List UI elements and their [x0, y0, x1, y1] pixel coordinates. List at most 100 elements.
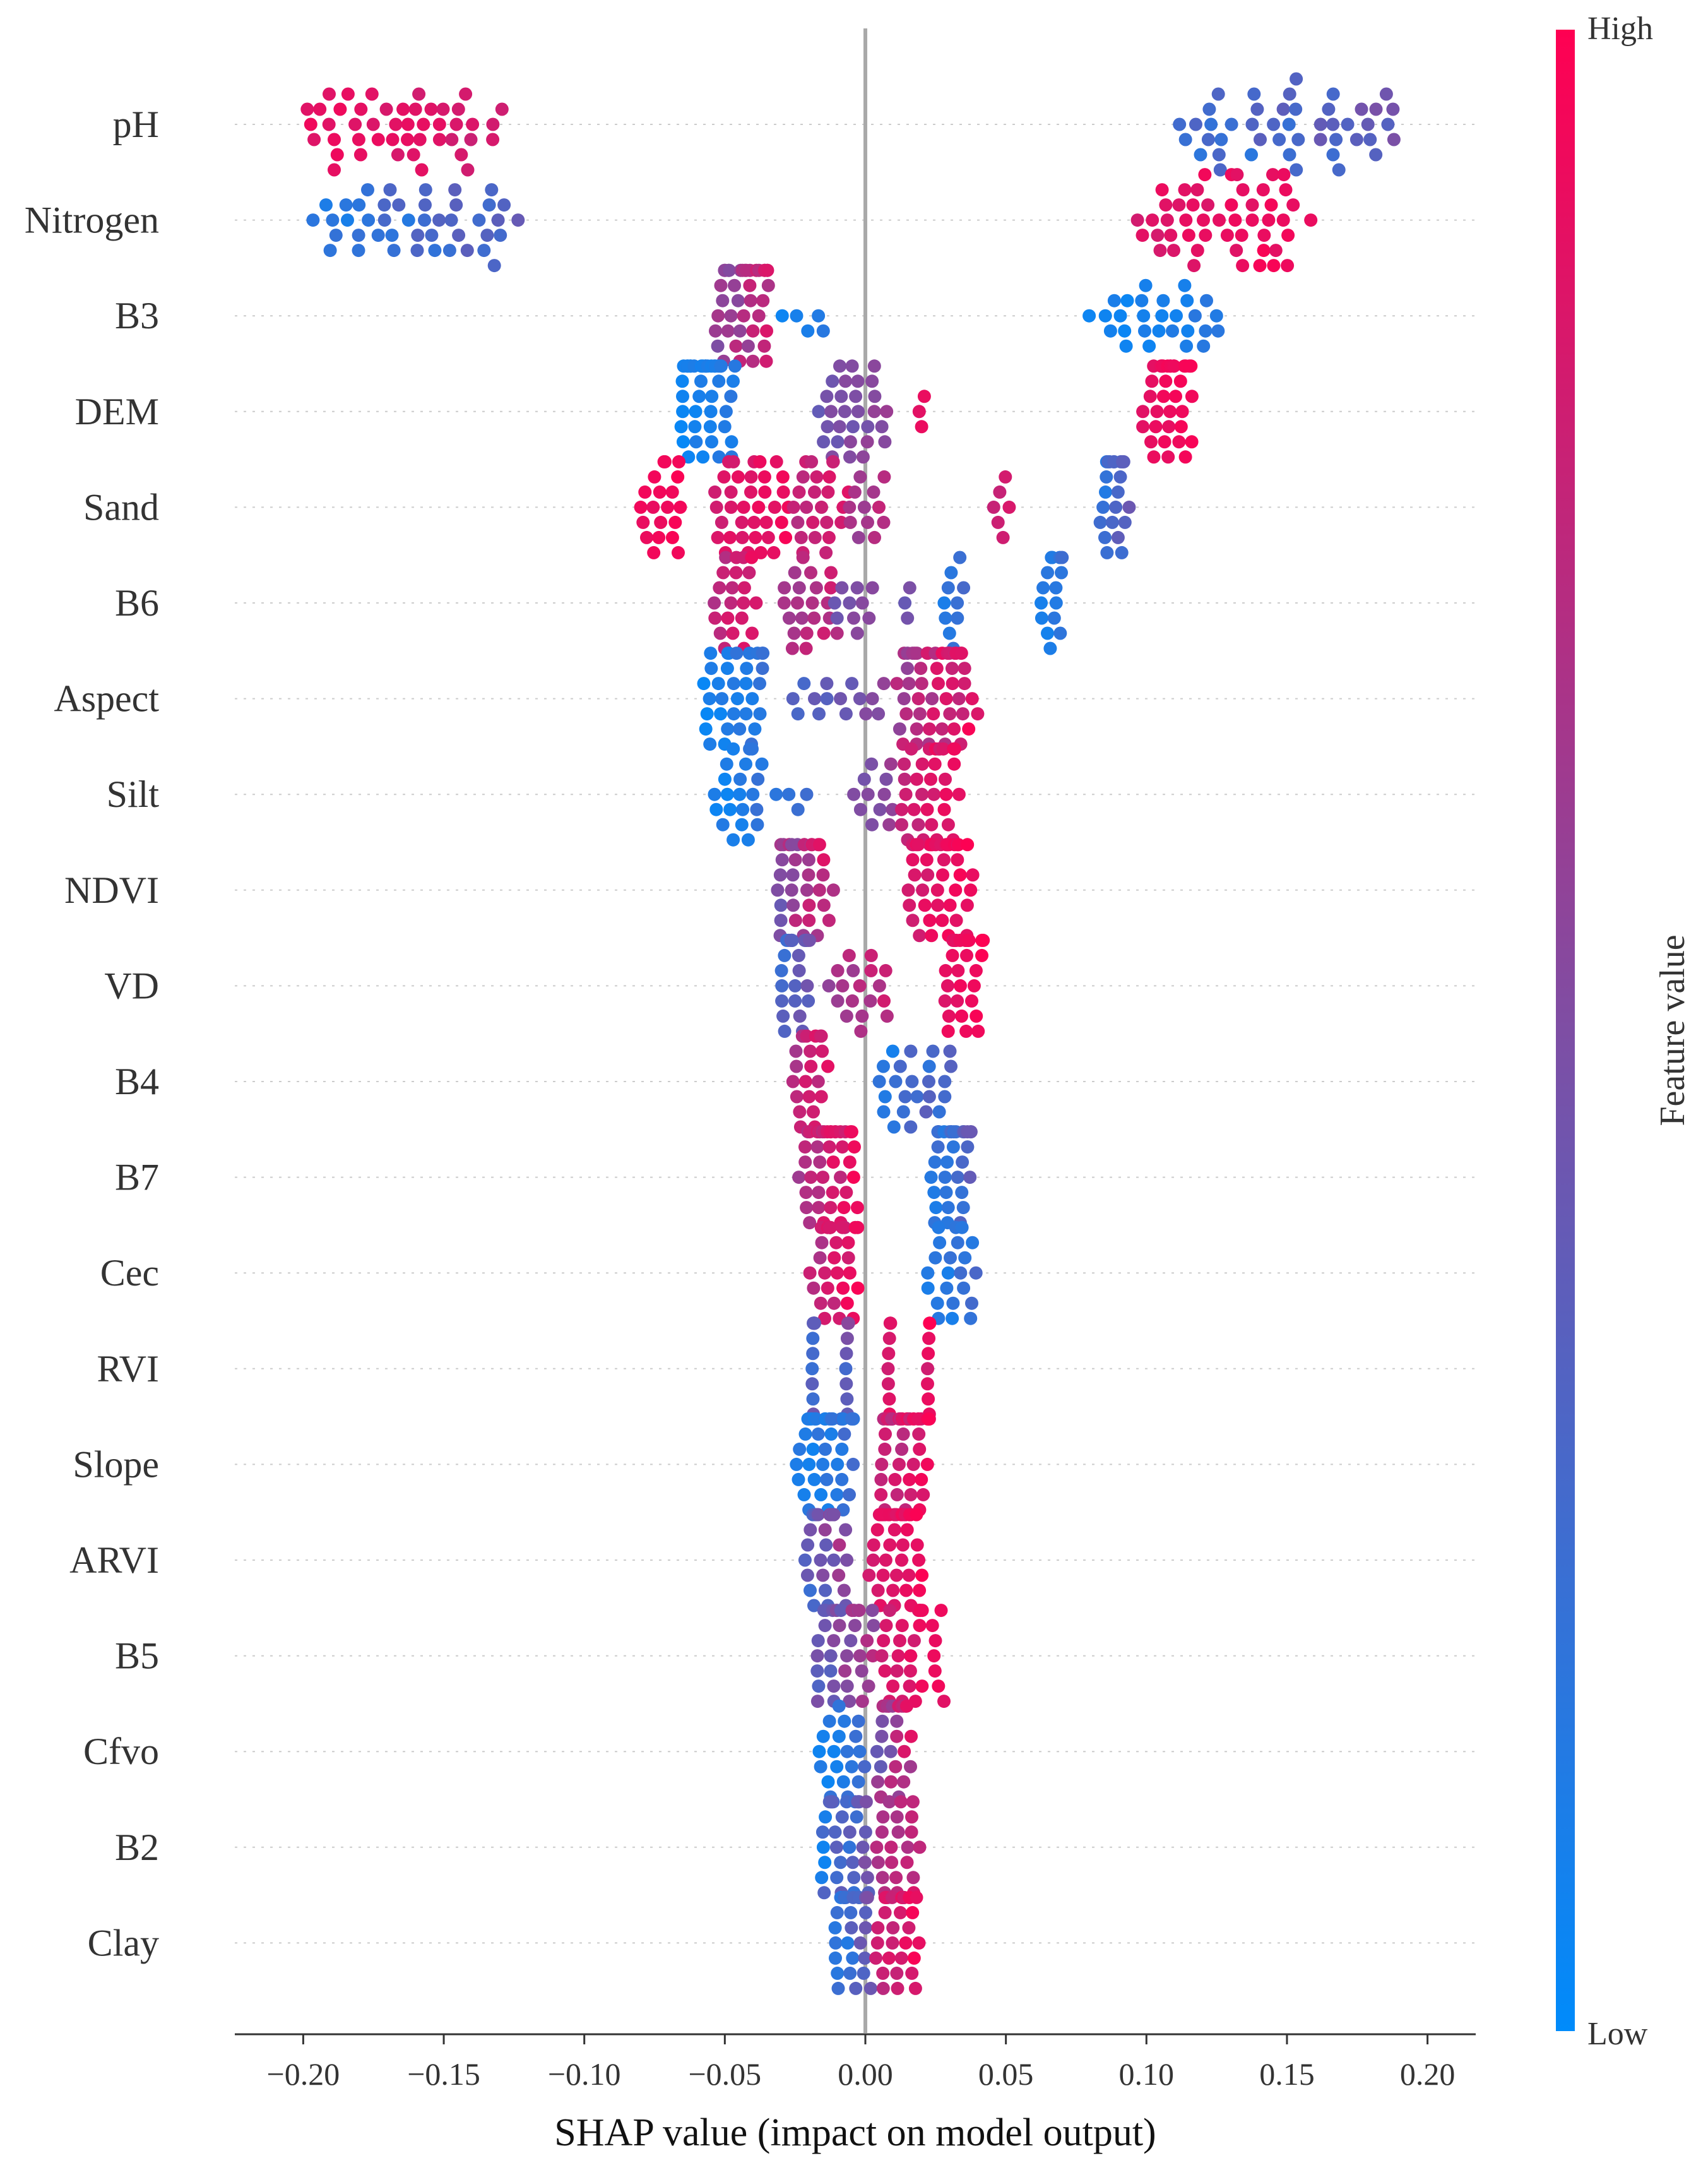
point-sand-1-22: [759, 515, 773, 529]
x-tick-label: 0.00: [838, 2056, 893, 2092]
point-vd-0-12: [785, 933, 799, 947]
point-nitrogen-0-2: [329, 229, 343, 242]
point-b3-1-0: [775, 309, 789, 323]
point-ph-1-39: [1381, 117, 1395, 131]
point-sand-1-13: [735, 530, 749, 544]
point-ndvi-1-12: [921, 868, 935, 882]
point-b5-1-15: [907, 1634, 921, 1648]
point-dem-0-1: [674, 420, 688, 434]
point-sand-5-13: [1111, 485, 1125, 499]
point-dem-3-17: [1161, 450, 1175, 464]
point-nitrogen-1-48: [1281, 259, 1295, 273]
point-ph-0-24: [401, 117, 415, 131]
point-ndvi-1-34: [949, 914, 963, 927]
point-vd-2-25: [970, 1009, 983, 1023]
point-slope-0-18: [820, 1472, 834, 1486]
point-b5-1-6: [883, 1604, 897, 1618]
point-sand-0-16: [671, 470, 685, 484]
point-b3-2-5: [1118, 324, 1132, 338]
point-clay-1-28: [910, 1890, 923, 1904]
point-dem-2-1: [915, 420, 928, 434]
point-arvi-0-0: [798, 1553, 812, 1567]
point-ph-1-7: [1212, 148, 1226, 162]
point-dem-3-29: [1178, 450, 1192, 464]
point-b3-2-23: [1199, 324, 1213, 338]
point-b3-2-11: [1142, 339, 1156, 353]
point-slope-0-1: [792, 1472, 805, 1486]
point-silt-0-18: [750, 802, 764, 816]
point-aspect-1-4: [812, 707, 826, 721]
point-aspect-1-3: [808, 692, 821, 706]
point-vd-2-9: [951, 994, 964, 1008]
point-b6-0-6: [719, 551, 733, 564]
point-b6-0-18: [745, 626, 759, 640]
point-b7-1-0: [924, 1171, 938, 1184]
point-b3-0-0: [711, 309, 725, 323]
point-nitrogen-0-16: [401, 213, 415, 227]
point-sand-1-9: [723, 530, 737, 544]
point-nitrogen-1-9: [1155, 183, 1169, 197]
point-nitrogen-0-15: [377, 198, 391, 212]
point-ndvi-0-12: [786, 868, 800, 882]
point-nitrogen-0-10: [362, 213, 376, 227]
point-ph-1-34: [1326, 87, 1340, 101]
point-arvi-1-36: [910, 1538, 924, 1552]
point-dem-3-1: [1136, 420, 1150, 434]
point-b3-0-23: [743, 278, 757, 292]
point-sand-2-5: [796, 470, 810, 484]
point-dem-1-28: [878, 435, 892, 449]
point-b4-1-19: [932, 1105, 946, 1119]
point-nitrogen-0-30: [449, 198, 463, 212]
point-aspect-3-9: [911, 692, 925, 706]
x-tick-label: 0.10: [1119, 2056, 1175, 2092]
point-cfvo-0-1: [814, 1760, 827, 1774]
point-ph-0-12: [341, 87, 355, 101]
point-b3-2-1: [1098, 309, 1112, 323]
point-aspect-3-24: [932, 677, 945, 691]
point-arvi-0-14: [818, 1523, 832, 1537]
point-clay-1-9: [886, 1936, 899, 1950]
point-b6-5-15: [1055, 551, 1069, 564]
point-silt-3-19: [928, 757, 942, 771]
point-cfvo-0-7: [830, 1760, 844, 1774]
point-ph-0-44: [486, 133, 500, 146]
point-ph-0-41: [459, 87, 473, 101]
point-b5-0-19: [838, 1664, 852, 1678]
point-aspect-0-8: [714, 707, 728, 721]
point-rvi-0-3: [806, 1392, 820, 1406]
point-clay-1-5: [876, 1981, 890, 1995]
point-b2-1-1: [871, 1856, 885, 1869]
point-aspect-0-23: [740, 662, 754, 676]
point-vd-0-4: [778, 948, 792, 962]
point-b4-1-14: [922, 1075, 935, 1088]
point-ndvi-1-20: [931, 898, 945, 912]
point-ph-0-37: [436, 102, 450, 116]
point-ph-1-36: [1361, 117, 1375, 131]
point-silt-0-5: [723, 802, 737, 816]
point-cfvo-1-4: [875, 1714, 889, 1728]
point-cfvo-1-3: [871, 1775, 885, 1789]
point-vd-1-16: [879, 963, 893, 977]
point-silt-3-8: [904, 742, 918, 756]
point-aspect-3-14: [913, 707, 927, 721]
point-b4-1-5: [886, 1044, 899, 1058]
point-nitrogen-1-41: [1267, 259, 1281, 273]
point-ndvi-1-42: [961, 838, 975, 852]
point-b5-1-22: [915, 1604, 929, 1618]
x-tick-label: 0.05: [978, 2056, 1034, 2092]
point-dem-1-16: [849, 390, 863, 403]
point-silt-0-0: [708, 787, 721, 801]
point-cfvo-0-14: [845, 1760, 858, 1774]
point-dem-1-0: [812, 405, 826, 419]
point-b5-1-23: [927, 1649, 941, 1663]
point-arvi-0-26: [840, 1553, 854, 1567]
point-b4-0-3: [793, 1105, 807, 1119]
point-b6-0-3: [713, 626, 727, 640]
point-ph-1-26: [1290, 72, 1303, 86]
point-aspect-3-20: [927, 707, 940, 721]
point-b3-2-15: [1156, 294, 1170, 307]
point-silt-3-1: [895, 802, 908, 816]
point-b4-1-0: [872, 1075, 886, 1088]
point-b5-1-10: [895, 1619, 909, 1633]
point-slope-1-36: [920, 1457, 934, 1471]
